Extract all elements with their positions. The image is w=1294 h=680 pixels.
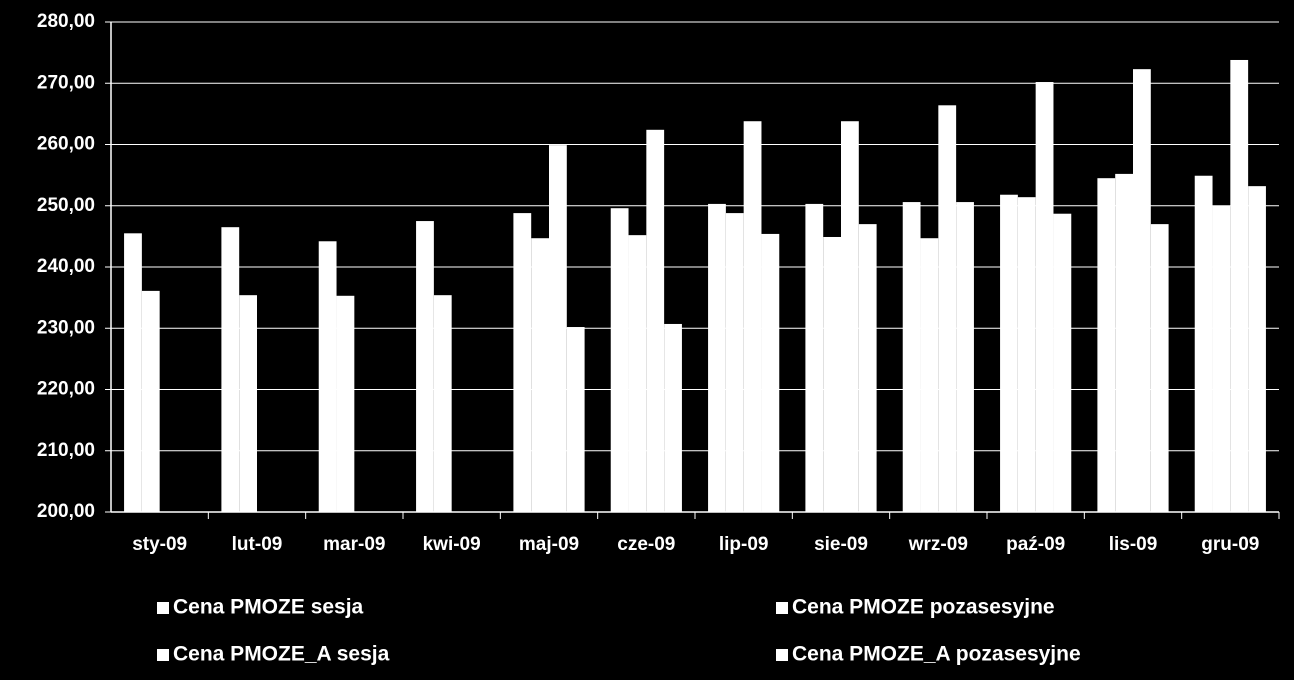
bar (1115, 173, 1133, 512)
bar (141, 290, 160, 512)
bar (1097, 178, 1116, 512)
x-tick-label: lip-09 (719, 534, 769, 555)
bar (221, 227, 240, 512)
x-tick-label: wrz-09 (908, 534, 968, 555)
bar (124, 233, 142, 512)
bar (902, 202, 921, 512)
bar (743, 121, 762, 512)
y-tick-label: 200,00 (37, 501, 95, 522)
bar (761, 233, 780, 513)
bar (628, 235, 647, 512)
y-tick-label: 210,00 (37, 440, 95, 461)
bar (823, 236, 841, 513)
y-tick-label: 270,00 (37, 72, 95, 93)
x-tick-label: mar-09 (323, 534, 385, 555)
bar (336, 295, 355, 512)
bar (549, 145, 567, 513)
legend-label: Cena PMOZE_A pozasesyjne (792, 643, 1081, 666)
y-tick-label: 260,00 (37, 134, 95, 155)
bar (416, 221, 434, 512)
x-tick-label: maj-09 (519, 534, 579, 555)
y-tick-label: 280,00 (37, 11, 95, 32)
bar (1133, 69, 1151, 512)
bar (858, 224, 877, 512)
bar (1150, 224, 1169, 512)
legend-swatch (776, 649, 788, 661)
legend-swatch (157, 649, 169, 661)
bar (920, 238, 939, 512)
bar (1212, 205, 1231, 512)
bar (610, 208, 629, 512)
y-tick-label: 240,00 (37, 256, 95, 277)
legend-label: Cena PMOZE_A sesja (173, 643, 390, 666)
bar (664, 323, 682, 512)
legend-label: Cena PMOZE pozasesyjne (792, 596, 1055, 619)
bar (841, 121, 859, 512)
y-tick-label: 250,00 (37, 195, 95, 216)
bar (1230, 59, 1249, 512)
bar (646, 129, 665, 513)
x-tick-label: lis-09 (1109, 534, 1158, 555)
bar (433, 295, 452, 512)
bar (708, 203, 726, 512)
bar (239, 295, 257, 512)
x-tick-label: gru-09 (1201, 534, 1259, 555)
bar (725, 213, 744, 512)
bar (318, 241, 337, 512)
bar (1035, 82, 1054, 513)
bar (938, 105, 957, 513)
bar (1053, 213, 1072, 512)
y-tick-label: 220,00 (37, 379, 95, 400)
bar (1017, 197, 1036, 513)
bar (531, 238, 549, 512)
y-tick-label: 230,00 (37, 317, 95, 338)
bar (1194, 175, 1213, 513)
bar (566, 327, 585, 512)
bar (513, 213, 532, 512)
legend-label: Cena PMOZE sesja (173, 596, 364, 619)
x-tick-label: sty-09 (132, 534, 187, 555)
x-tick-label: paź-09 (1006, 534, 1065, 555)
x-tick-label: lut-09 (232, 534, 283, 555)
legend-swatch (776, 602, 788, 614)
bar (1248, 186, 1266, 512)
bar (956, 202, 974, 512)
legend-swatch (157, 602, 169, 614)
bar (805, 203, 824, 512)
x-tick-label: kwi-09 (423, 534, 481, 555)
bar (1000, 194, 1018, 512)
x-tick-label: sie-09 (814, 534, 868, 555)
x-tick-label: cze-09 (617, 534, 675, 555)
